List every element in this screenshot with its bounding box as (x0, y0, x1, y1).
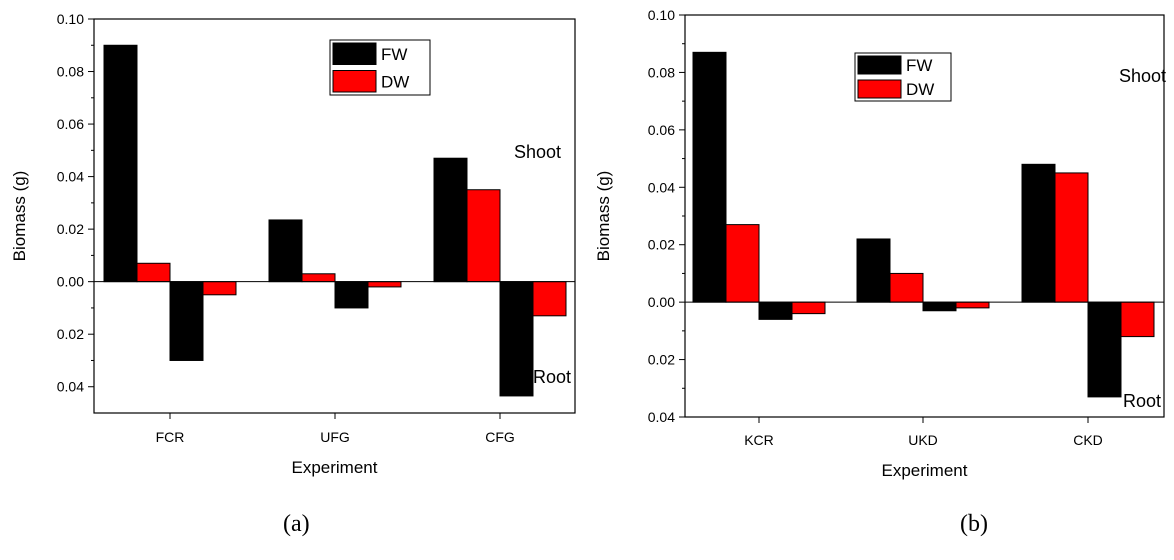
chart-a: FCR UFG CFG 0.10 0.08 0.06 0.04 0.02 0.00 0.02 0.0… (10, 11, 576, 537)
bar-dw-root-ckd (1120, 301, 1155, 338)
bar-fw-shoot-fcr (103, 44, 138, 283)
y-tick-label: 0.04 (648, 409, 675, 425)
bar-fw-shoot-kcr (692, 51, 727, 303)
bar-fw-root-ukd (922, 301, 957, 312)
x-axis-title: Experiment (882, 461, 968, 480)
y-axis-title: Biomass (g) (594, 171, 613, 262)
bar-dw-shoot-fcr (136, 262, 171, 283)
y-tick-label: 0.10 (648, 7, 675, 23)
bar-fw-shoot-ukd (856, 238, 891, 303)
y-tick-label: 0.08 (57, 64, 84, 80)
y-tick-label: 0.06 (57, 116, 84, 132)
x-tick-label: UFG (320, 429, 350, 445)
legend: FW DW (854, 52, 952, 102)
legend-swatch-dw (857, 79, 902, 99)
annotation-root: Root (1123, 391, 1161, 411)
bar-dw-root-ukd (955, 301, 990, 309)
bar-fw-root-ufg (334, 281, 369, 309)
legend-label-fw: FW (381, 45, 407, 64)
legend-label-dw: DW (381, 72, 409, 91)
x-tick-label: FCR (156, 429, 185, 445)
y-tick-label: 0.04 (57, 379, 84, 395)
bar-fw-shoot-cfg (433, 157, 468, 283)
y-tick-label: 0.04 (648, 179, 675, 195)
y-tick-label: 0.02 (57, 326, 84, 342)
chart-b: KCR UKD CKD 0.10 0.08 0.06 0.04 0.02 0.00 0.02 0.0… (594, 7, 1166, 537)
bar-fw-root-ckd (1087, 301, 1122, 398)
bar-dw-root-kcr (791, 301, 826, 315)
y-axis-title: Biomass (g) (10, 171, 29, 262)
y-tick-label: 0.00 (648, 294, 675, 310)
legend-label-fw: FW (906, 56, 932, 75)
annotation-root: Root (533, 367, 571, 387)
x-tick-label: CFG (485, 429, 515, 445)
bar-dw-root-cfg (532, 281, 567, 317)
x-tick-label: CKD (1073, 432, 1103, 448)
annotation-shoot: Shoot (1119, 66, 1166, 86)
x-tick-label: KCR (744, 432, 774, 448)
y-tick-label: 0.10 (57, 11, 84, 27)
y-tick-label: 0.02 (648, 352, 675, 368)
annotation-shoot: Shoot (514, 142, 561, 162)
legend: FW DW (329, 39, 431, 96)
y-tick-label: 0.02 (648, 237, 675, 253)
bar-fw-root-fcr (169, 281, 204, 361)
bar-dw-shoot-ufg (301, 273, 336, 283)
x-tick-label: UKD (908, 432, 938, 448)
legend-swatch-fw (332, 42, 377, 65)
bar-dw-root-ufg (367, 281, 402, 288)
bar-dw-shoot-ukd (889, 272, 924, 303)
bar-dw-shoot-kcr (725, 224, 760, 303)
bar-fw-root-kcr (758, 301, 793, 320)
y-tick-label: 0.06 (648, 122, 675, 138)
panel-label: (b) (960, 511, 988, 537)
legend-swatch-fw (857, 55, 902, 75)
bar-fw-shoot-ckd (1021, 163, 1056, 303)
bar-fw-root-cfg (499, 281, 534, 397)
bar-dw-shoot-ckd (1054, 172, 1089, 303)
bar-dw-shoot-cfg (466, 189, 501, 283)
plot-frame (93, 18, 576, 414)
bar-fw-shoot-ufg (268, 219, 303, 283)
y-tick-label: 0.02 (57, 221, 84, 237)
legend-swatch-dw (332, 70, 377, 93)
y-tick-label: 0.04 (57, 169, 84, 185)
y-tick-label: 0.08 (648, 64, 675, 80)
x-axis-title: Experiment (292, 458, 378, 477)
panel-label: (a) (283, 511, 310, 537)
y-tick-label: 0.00 (57, 274, 84, 290)
legend-label-dw: DW (906, 80, 934, 99)
bar-dw-root-fcr (202, 281, 237, 296)
